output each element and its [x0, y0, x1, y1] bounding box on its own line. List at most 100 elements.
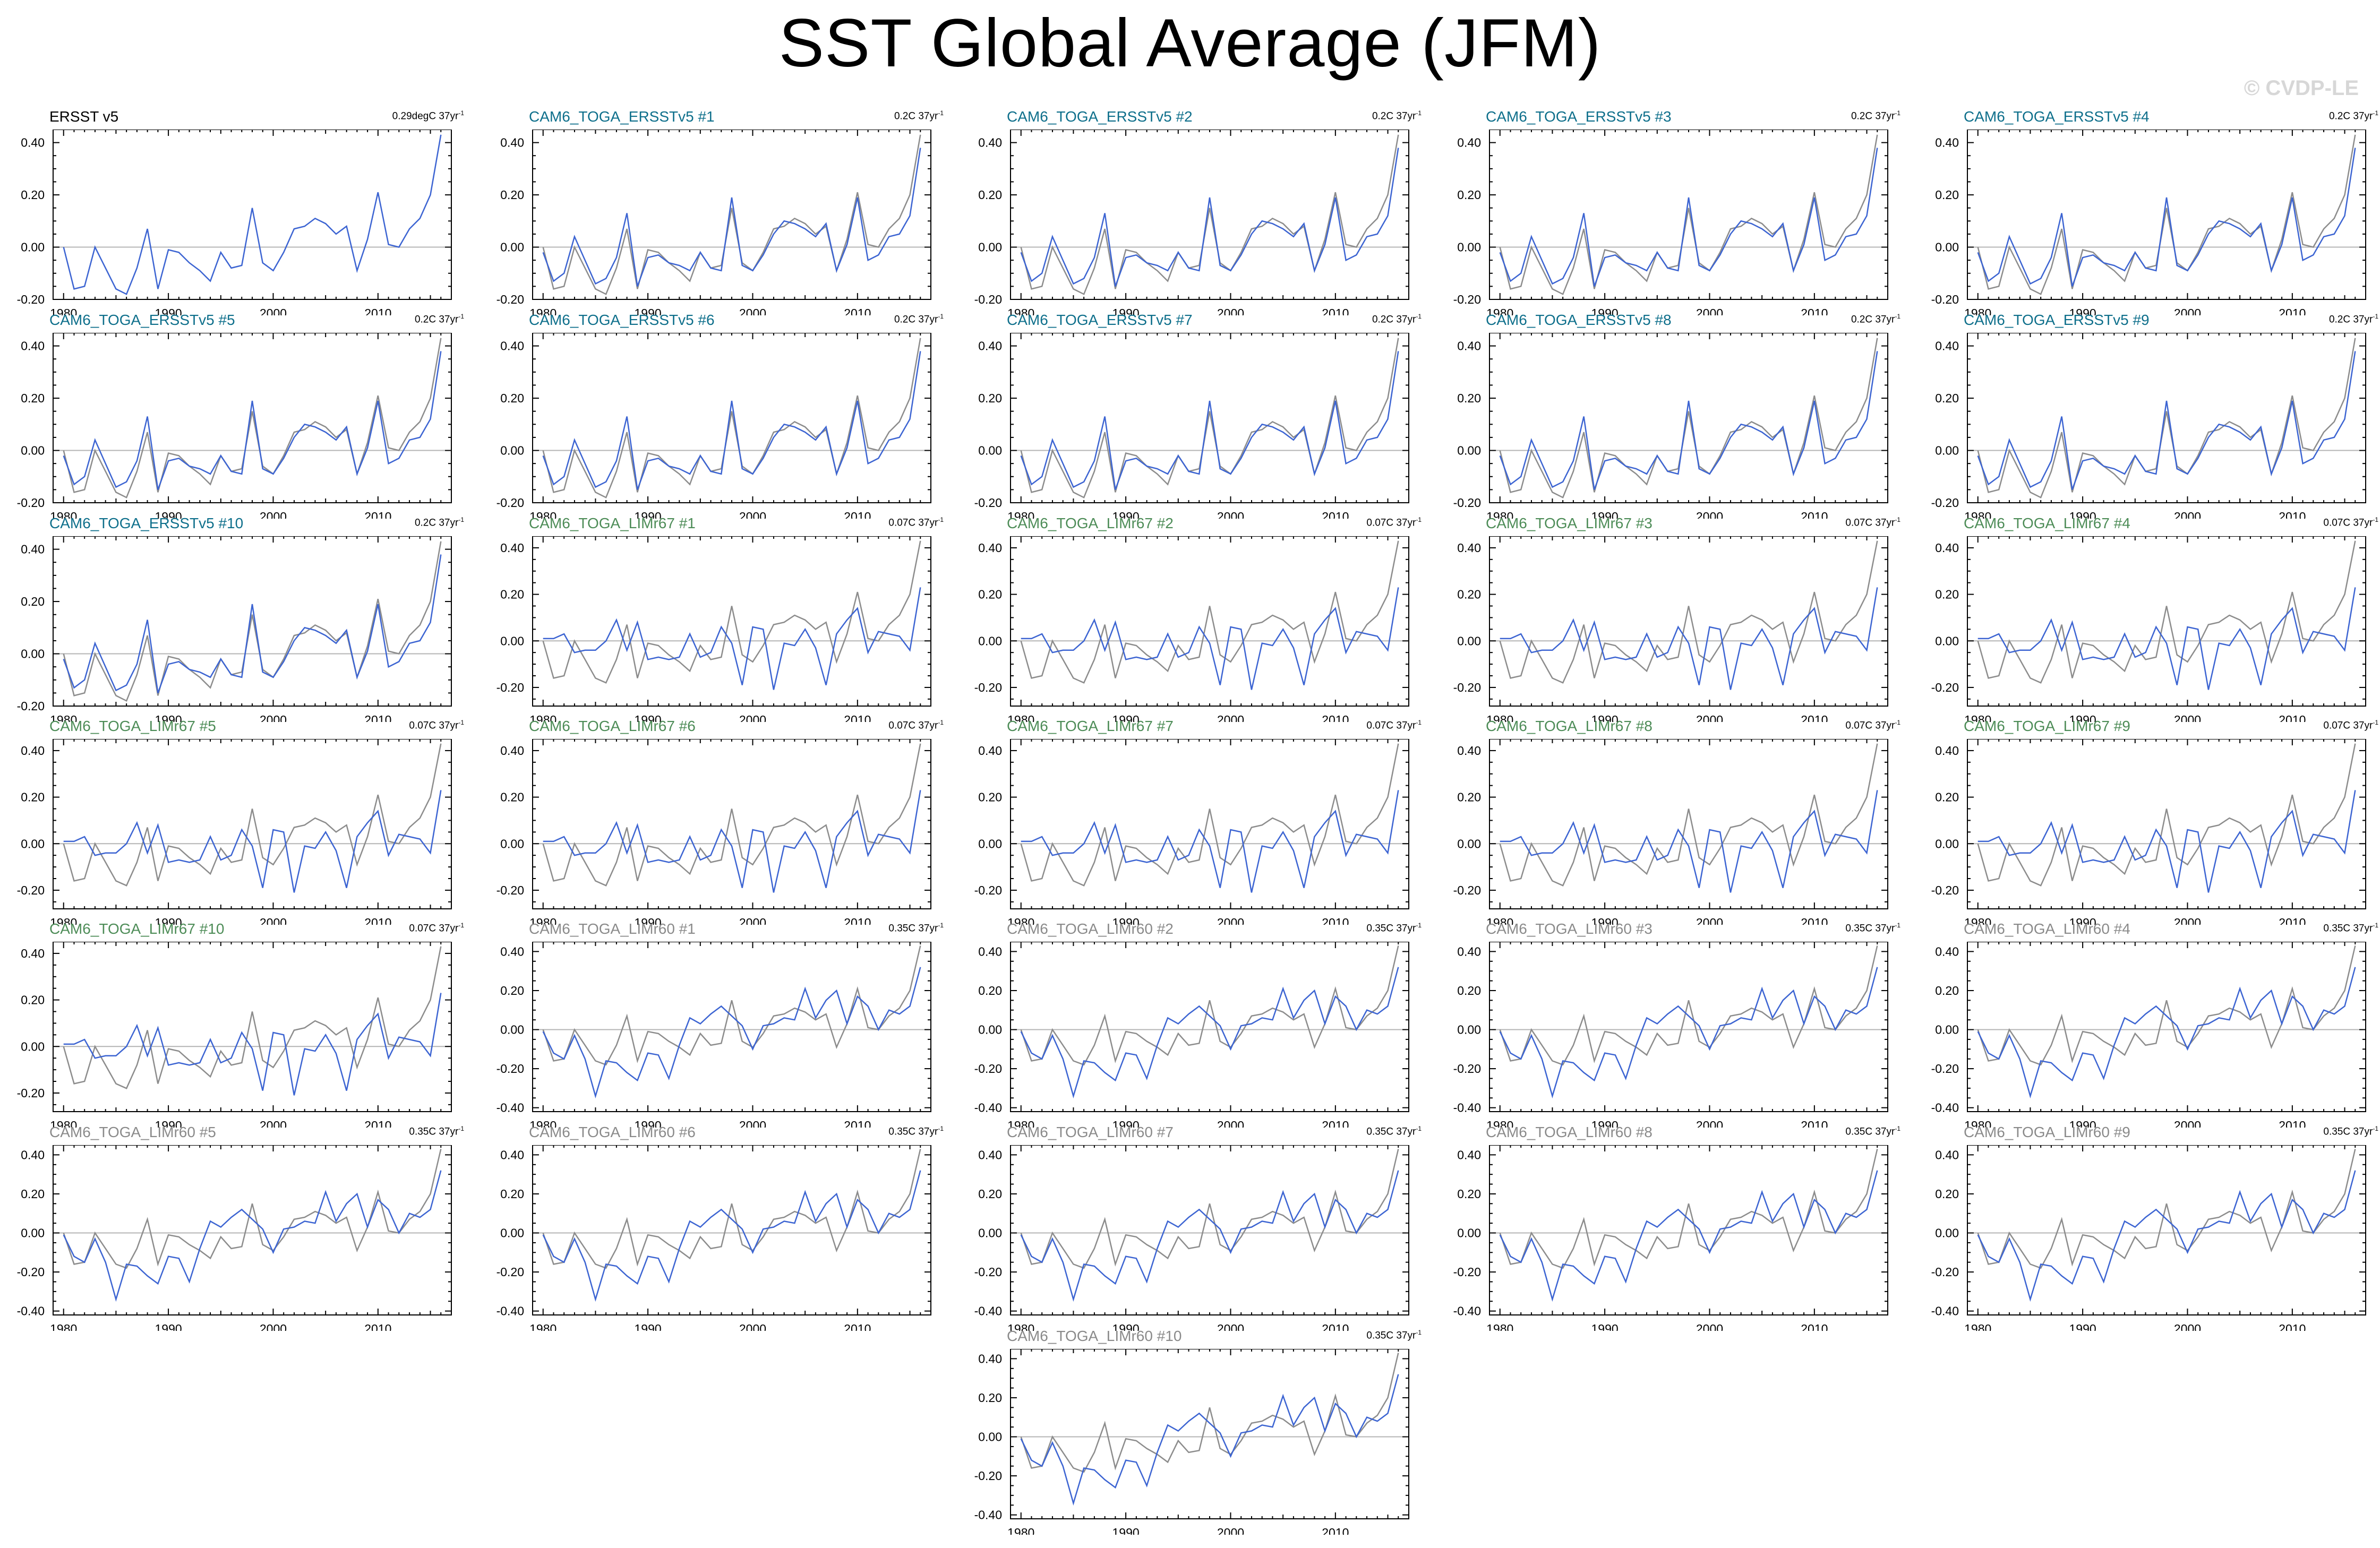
y-tick-label: -0.40: [1453, 1101, 1481, 1115]
x-tick-label: 2000: [1696, 916, 1723, 925]
obs-series-line: [63, 1149, 442, 1269]
y-tick-label: -0.40: [974, 1304, 1002, 1318]
panel-trend-label: 0.07C 37yr-1: [1845, 719, 1900, 732]
y-tick-label: 0.40: [978, 744, 1002, 758]
x-tick-label: 2010: [1322, 1119, 1349, 1128]
y-tick-label: 0.40: [978, 541, 1002, 555]
y-tick-label: -0.20: [974, 883, 1002, 897]
x-tick-label: 1990: [635, 510, 662, 519]
y-tick-label: 0.20: [500, 984, 524, 997]
panel-title: CAM6_TOGA_LIMr60 #5: [49, 1124, 216, 1140]
x-tick-label: 1990: [155, 306, 182, 315]
y-tick-label: 0.40: [1935, 136, 1959, 150]
y-tick-label: -0.20: [496, 883, 524, 897]
y-tick-label: 0.00: [21, 1039, 45, 1053]
chart-panel: CAM6_TOGA_LIMr67 #2 0.07C 37yr-1 0.40 0.20 0…: [957, 515, 1435, 722]
x-tick-label: 2010: [1801, 1119, 1828, 1128]
x-tick-label: 1980: [50, 713, 77, 722]
chart-panel: CAM6_TOGA_LIMr60 #6 0.35C 37yr-1 0.40 0.20 0…: [480, 1124, 957, 1331]
y-tick-label: 0.00: [978, 240, 1002, 254]
x-tick-label: 2010: [2279, 306, 2306, 315]
y-tick-label: 0.40: [500, 541, 524, 555]
x-tick-label: 1980: [1486, 1119, 1513, 1128]
watermark: © CVDP-LE: [2244, 76, 2359, 100]
x-tick-label: 2000: [260, 306, 287, 315]
y-tick-label: 0.00: [500, 240, 524, 254]
panel-title: CAM6_TOGA_LIMr60 #6: [529, 1124, 696, 1140]
x-tick-label: 1980: [1964, 1322, 1991, 1331]
line-chart: 0.40 0.20 0.00 -0.20 1980 1990 2000 2010: [17, 536, 452, 722]
x-tick-label: 2010: [2279, 510, 2306, 519]
obs-series-line: [1020, 134, 1399, 295]
x-tick-label: 1990: [1112, 1322, 1140, 1331]
chart-panel: CAM6_TOGA_LIMr60 #8 0.35C 37yr-1 0.40 0.20 0…: [1436, 1124, 1914, 1331]
y-tick-label: 0.40: [21, 1148, 45, 1162]
panel-trend-label: 0.2C 37yr-1: [894, 313, 944, 325]
panel-title: CAM6_TOGA_ERSSTv5 #7: [1007, 312, 1193, 328]
x-tick-label: 2000: [2174, 510, 2201, 519]
x-tick-label: 2010: [364, 1322, 391, 1331]
x-tick-label: 1980: [1007, 1119, 1034, 1128]
obs-series-line: [1499, 945, 1878, 1066]
obs-series-line: [1020, 1149, 1399, 1269]
panel-title: CAM6_TOGA_LIMr60 #8: [1486, 1124, 1653, 1140]
y-tick-label: 0.20: [978, 790, 1002, 804]
model-series-line: [542, 1170, 921, 1302]
x-tick-label: 2010: [1801, 916, 1828, 925]
panel-trend-label: 0.07C 37yr-1: [888, 719, 944, 732]
panel-trend-label: 0.35C 37yr-1: [1366, 1125, 1422, 1138]
y-tick-label: 0.20: [1457, 790, 1481, 804]
panel-trend-label: 0.35C 37yr-1: [1845, 1125, 1900, 1138]
x-tick-label: 1990: [155, 1322, 182, 1331]
panel-trend-label: 0.07C 37yr-1: [1845, 516, 1900, 529]
plot-frame: [1967, 739, 2366, 909]
plot-frame: [1967, 130, 2366, 300]
x-tick-label: 1990: [155, 916, 182, 925]
y-tick-label: 0.00: [978, 634, 1002, 648]
x-tick-label: 2000: [1696, 713, 1723, 722]
y-tick-label: -0.20: [1453, 1265, 1481, 1279]
x-tick-label: 2000: [1217, 306, 1244, 315]
y-tick-label: 0.40: [1935, 1148, 1959, 1162]
y-tick-label: 0.40: [500, 136, 524, 150]
chart-panel: CAM6_TOGA_LIMr67 #6 0.07C 37yr-1 0.40 0.20 0…: [480, 718, 957, 925]
y-tick-label: 0.20: [978, 588, 1002, 601]
y-tick-label: 0.20: [978, 188, 1002, 202]
y-tick-label: -0.20: [1931, 883, 1959, 897]
x-tick-label: 1980: [50, 1119, 77, 1128]
panel-trend-label: 0.35C 37yr-1: [888, 922, 944, 934]
y-tick-label: -0.20: [1453, 681, 1481, 694]
panel-trend-label: 0.2C 37yr-1: [414, 516, 464, 529]
x-tick-label: 2010: [364, 713, 391, 722]
y-tick-label: 0.00: [21, 647, 45, 661]
plot-frame: [1967, 333, 2366, 503]
y-tick-label: 0.00: [500, 1226, 524, 1240]
x-tick-label: 1980: [1007, 916, 1034, 925]
panel-trend-label: 0.2C 37yr-1: [1851, 109, 1900, 122]
y-tick-label: 0.00: [21, 837, 45, 850]
panel-trend-label: 0.35C 37yr-1: [1366, 922, 1422, 934]
model-series-line: [542, 148, 921, 287]
y-tick-label: -0.20: [1931, 293, 1959, 306]
x-tick-label: 1990: [2069, 1119, 2096, 1128]
line-chart: 0.40 0.20 0.00 -0.20 1980 1990 2000 2010: [1453, 130, 1888, 315]
obs-series-line: [63, 946, 442, 1089]
plot-frame: [532, 333, 931, 503]
y-tick-label: 0.20: [978, 1187, 1002, 1201]
y-tick-label: -0.20: [974, 1469, 1002, 1483]
panel-title: CAM6_TOGA_ERSSTv5 #6: [529, 312, 715, 328]
panel-title: CAM6_TOGA_LIMr67 #6: [529, 718, 696, 734]
chart-panel: CAM6_TOGA_LIMr60 #3 0.35C 37yr-1 0.40 0.20 0…: [1436, 921, 1914, 1128]
panel-title: CAM6_TOGA_LIMr60 #9: [1964, 1124, 2130, 1140]
x-tick-label: 1990: [155, 1119, 182, 1128]
panel-trend-label: 0.07C 37yr-1: [2323, 719, 2378, 732]
obs-series-line: [1020, 743, 1399, 887]
x-tick-label: 2000: [260, 1119, 287, 1128]
model-series-line: [1020, 967, 1399, 1099]
model-series-line: [63, 1170, 442, 1302]
chart-panel: CAM6_TOGA_LIMr60 #4 0.35C 37yr-1 0.40 0.20 0…: [1914, 921, 2380, 1128]
x-tick-label: 2000: [1696, 510, 1723, 519]
line-chart: 0.40 0.20 0.00 -0.20 1980 1990 2000 2010: [496, 739, 931, 925]
y-tick-label: 0.40: [1935, 744, 1959, 758]
y-tick-label: 0.00: [1457, 444, 1481, 458]
